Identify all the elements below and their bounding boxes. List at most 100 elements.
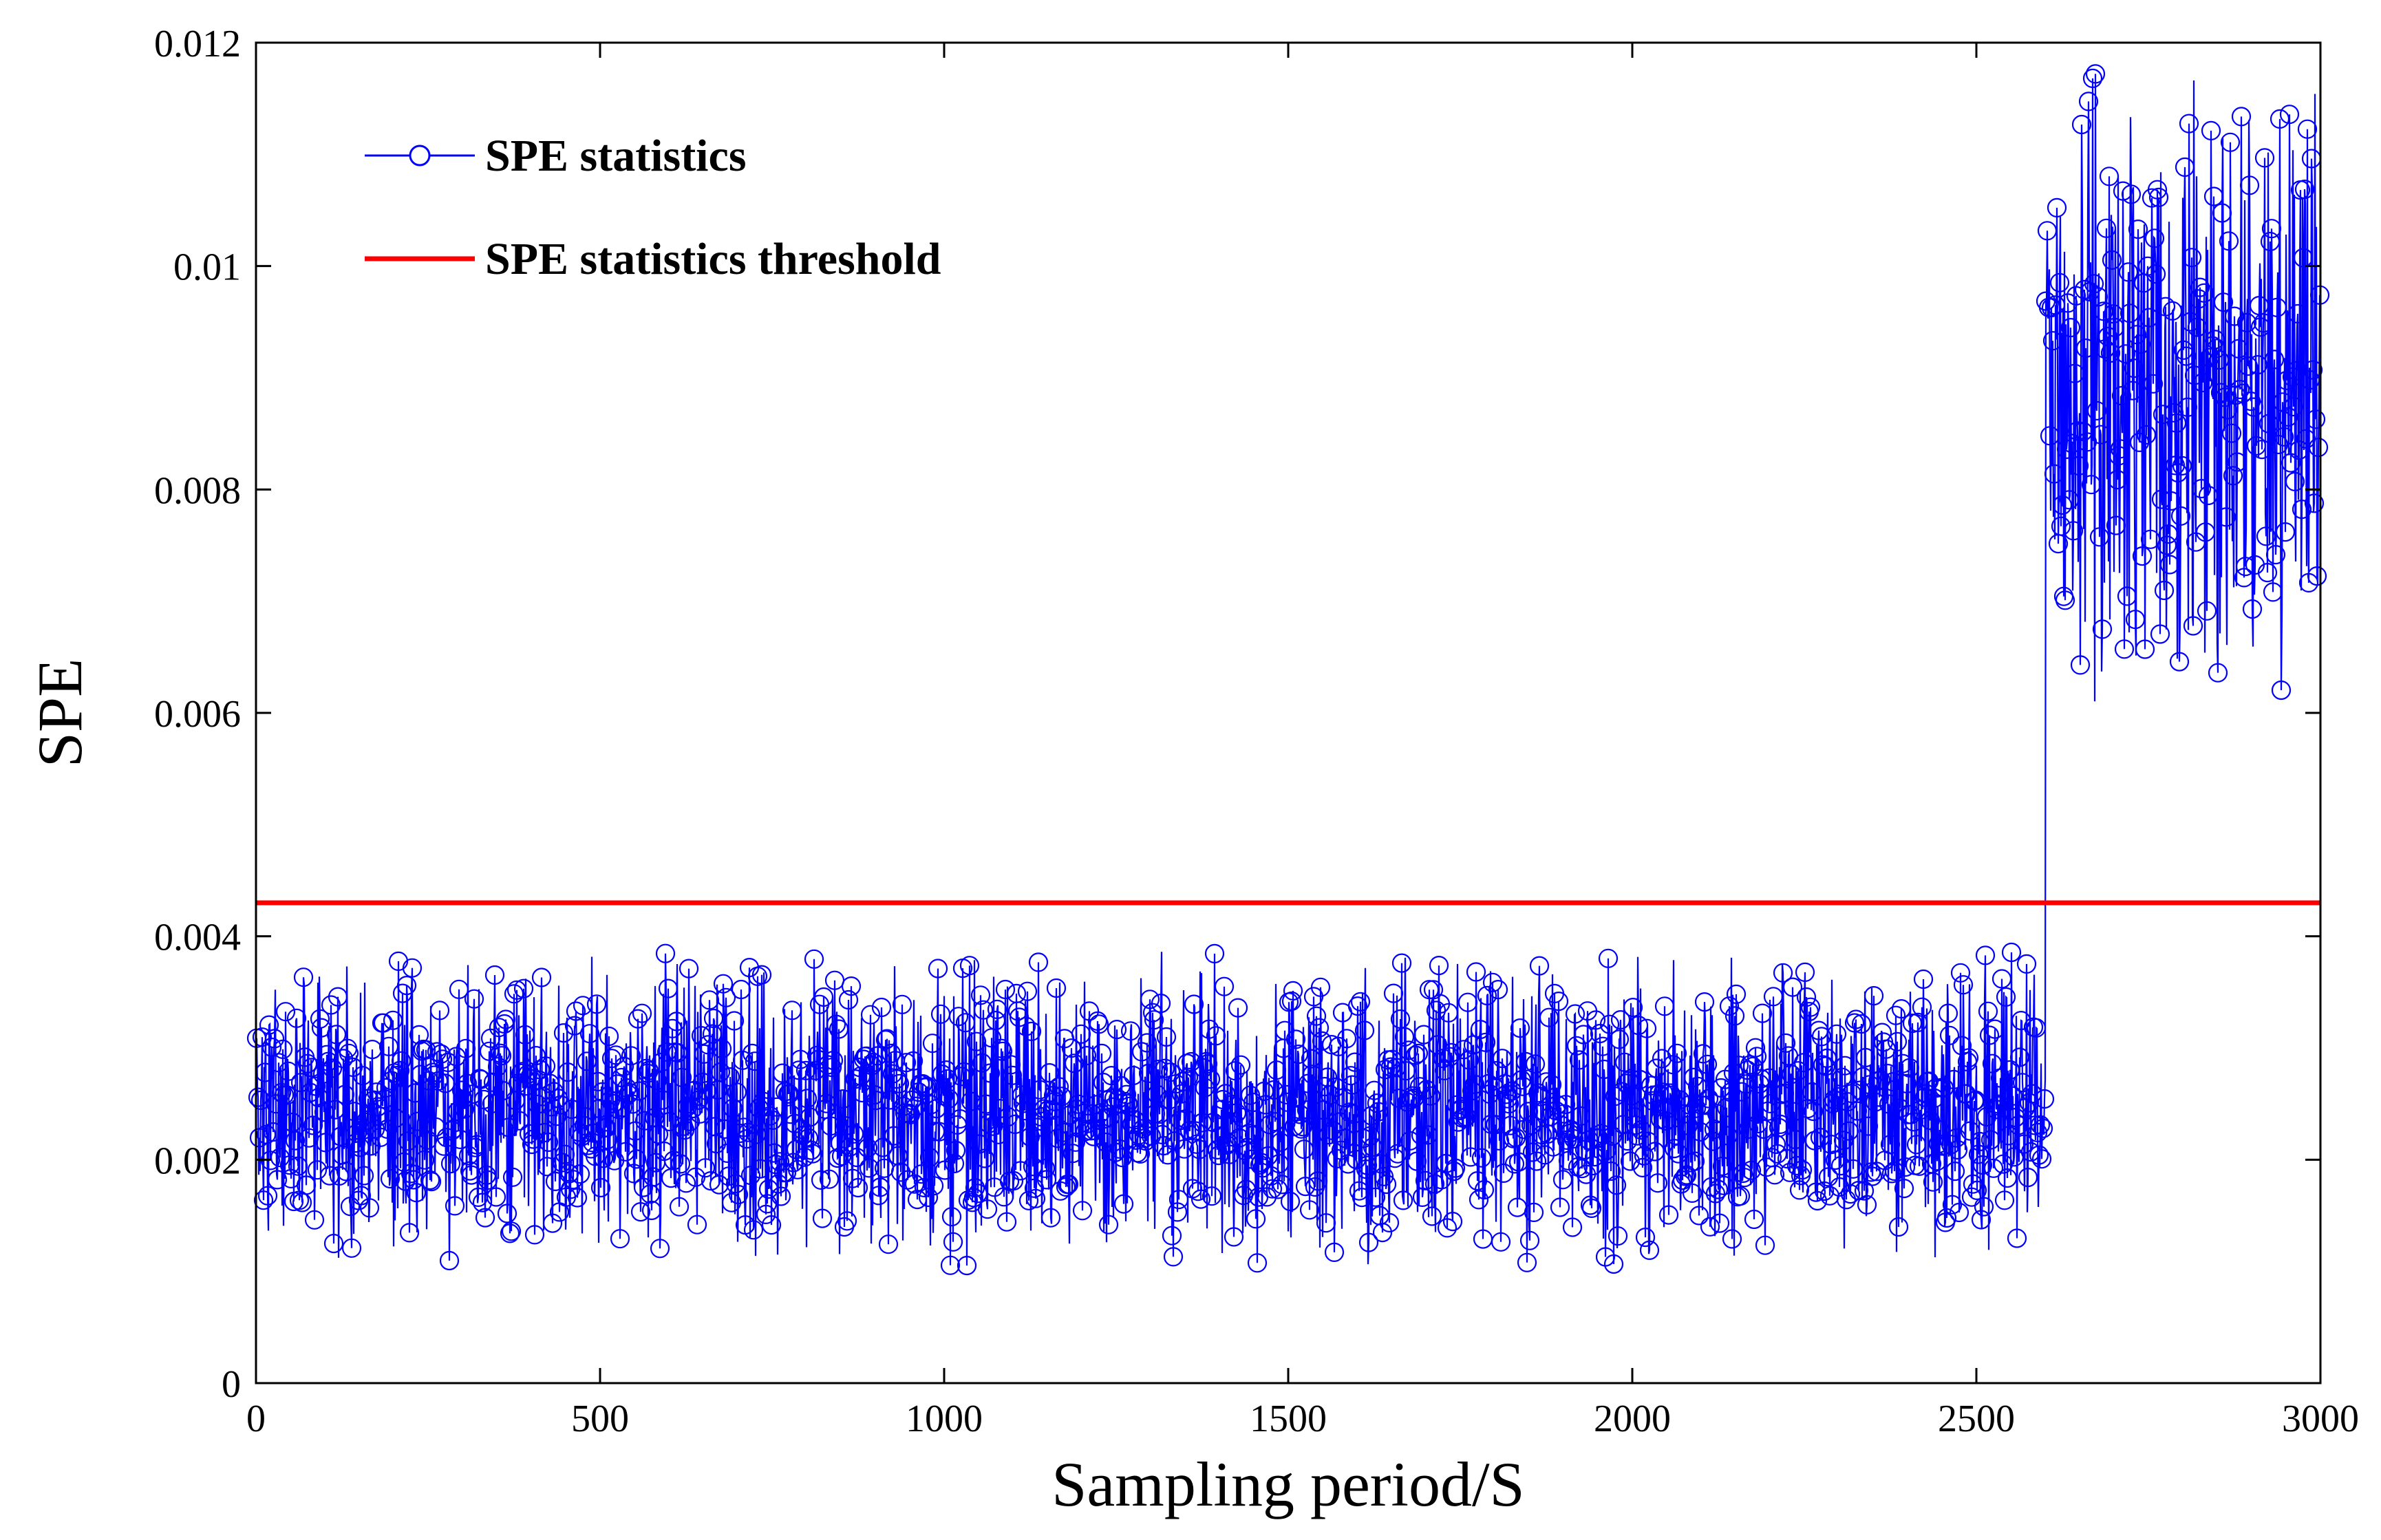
spe-point	[1291, 1119, 1312, 1139]
spe-point	[873, 1137, 893, 1157]
spe-point	[1620, 1151, 1641, 1171]
spe-point	[1899, 1058, 1920, 1078]
spe-point	[1634, 1146, 1654, 1166]
spe-point	[304, 1210, 325, 1230]
spe-point	[1280, 1191, 1301, 1212]
spe-point	[1412, 1187, 1433, 1208]
spe-point	[1632, 1157, 1653, 1178]
spe-point	[2096, 218, 2117, 238]
spe-point	[903, 1051, 923, 1071]
x-tick-label: 500	[571, 1398, 629, 1440]
spe-point	[1049, 1077, 1069, 1097]
spe-point	[579, 1024, 600, 1044]
spe-point	[1824, 1089, 1844, 1110]
spe-point	[2091, 425, 2111, 445]
spe-point	[1565, 1004, 1585, 1024]
spe-point	[1190, 1189, 1211, 1209]
spe-point	[1123, 1065, 1144, 1086]
spe-point	[1552, 1170, 1573, 1190]
spe-point	[743, 1220, 764, 1240]
spe-point	[407, 1111, 428, 1131]
spe-point	[1958, 1048, 1979, 1068]
spe-point	[1105, 1142, 1126, 1162]
spe-point	[1698, 1089, 1719, 1109]
spe-point	[1118, 1093, 1138, 1114]
spe-point	[297, 1054, 318, 1073]
spe-point	[1913, 969, 1934, 990]
spe-point	[484, 965, 505, 985]
spe-point	[1072, 1201, 1093, 1221]
spe-point	[713, 974, 734, 994]
spe-point	[359, 1198, 380, 1218]
spe-point	[1350, 992, 1371, 1012]
spe-point	[915, 1078, 936, 1098]
spe-point	[1656, 1111, 1676, 1131]
spe-point	[1992, 969, 2012, 989]
spe-point	[811, 1170, 831, 1190]
spe-point	[1222, 1094, 1243, 1115]
spe-point	[2161, 491, 2181, 511]
spe-point	[1617, 1131, 1638, 1151]
spe-point	[1821, 1134, 1841, 1155]
spe-point	[2166, 413, 2187, 433]
spe-point	[2283, 396, 2304, 417]
spe-point	[1140, 990, 1160, 1009]
spe-point	[738, 1122, 758, 1142]
x-tick-label: 1500	[1250, 1398, 1327, 1440]
spe-point	[383, 1010, 403, 1030]
spe-point	[670, 1154, 691, 1174]
spe-point	[1943, 1069, 1964, 1090]
spe-point	[1090, 1103, 1111, 1123]
spe-point	[1028, 952, 1049, 972]
spe-point	[1294, 1140, 1314, 1159]
spe-point	[1793, 1053, 1814, 1073]
x-tick-label: 2000	[1594, 1398, 1671, 1440]
spe-point	[1364, 1080, 1385, 1100]
spe-point	[1563, 1129, 1584, 1149]
spe-point	[435, 1073, 456, 1093]
spe-point	[1415, 1170, 1435, 1190]
spe-point	[2208, 663, 2228, 683]
spe-point	[2191, 478, 2212, 499]
spe-point	[668, 1042, 688, 1063]
spe-point	[1438, 1003, 1459, 1023]
spe-point	[1997, 1168, 2018, 1188]
spe-point	[1268, 1179, 1288, 1199]
spe-point	[1477, 985, 1497, 1006]
spe-point	[1767, 1144, 1788, 1164]
spe-point	[1691, 1095, 1712, 1115]
spe-point	[1502, 1081, 1522, 1101]
spe-point	[1135, 1131, 1156, 1151]
spe-point	[1594, 1059, 1614, 1080]
x-axis-title: Sampling period/S	[1051, 1449, 1524, 1519]
spe-point	[1857, 1195, 1877, 1215]
spe-point	[701, 1170, 721, 1191]
spe-point	[771, 1186, 791, 1206]
spe-point	[932, 1064, 952, 1084]
spe-point	[1942, 1195, 1963, 1215]
spe-point	[2111, 385, 2132, 406]
spe-point	[248, 1087, 268, 1107]
spe-point	[1631, 1120, 1652, 1140]
spe-point	[2014, 1134, 2034, 1154]
spe-point	[1985, 1019, 2005, 1039]
spe-point	[1830, 1155, 1851, 1176]
spe-point	[750, 1159, 771, 1179]
spe-point	[1188, 1181, 1208, 1201]
spe-point	[429, 1001, 450, 1020]
spe-point	[475, 1208, 495, 1228]
spe-point	[899, 1103, 919, 1124]
spe-point	[1418, 1125, 1438, 1145]
spe-point	[2131, 334, 2151, 354]
spe-point	[838, 990, 859, 1010]
spe-point	[714, 1119, 735, 1140]
spe-point	[1554, 1104, 1574, 1124]
spe-point	[626, 1149, 647, 1169]
spe-point	[656, 1042, 677, 1062]
spe-point	[1529, 956, 1550, 976]
spe-point	[2221, 423, 2242, 443]
spe-point	[1341, 1066, 1361, 1086]
spe-point	[1174, 1139, 1195, 1159]
spe-point	[517, 1065, 538, 1084]
spe-point	[879, 1090, 900, 1110]
